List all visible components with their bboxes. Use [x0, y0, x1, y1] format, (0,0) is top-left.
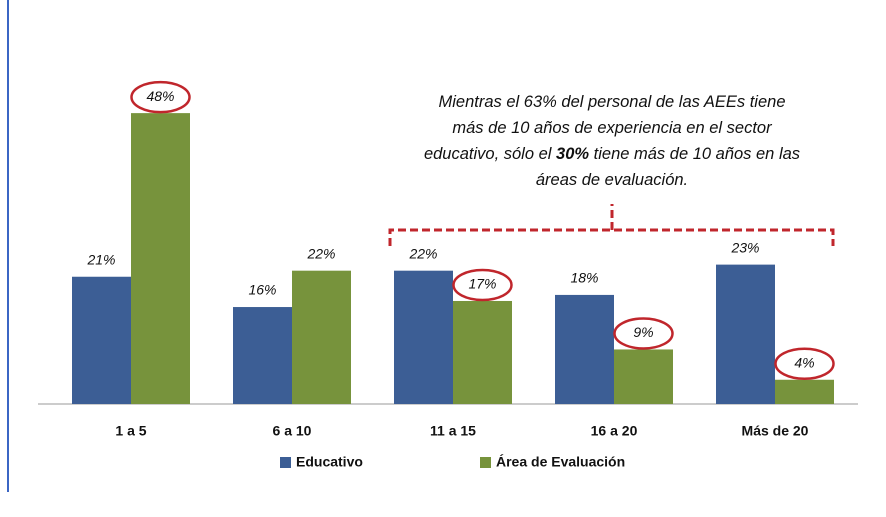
annotation-text: 30% — [556, 145, 589, 163]
value-label: 21% — [86, 251, 115, 267]
legend-label: Área de Evaluación — [496, 454, 625, 470]
bar — [131, 113, 190, 405]
x-tick-label: Más de 20 — [742, 423, 809, 439]
bar — [614, 349, 673, 404]
annotation-text: tiene más de 10 años en las — [589, 145, 800, 163]
highlight-ring — [130, 80, 191, 114]
x-tick-label: 11 a 15 — [430, 423, 476, 439]
value-label: 17% — [468, 276, 496, 292]
bar — [394, 270, 453, 404]
annotation-text: más de 10 años de experiencia en el sect… — [452, 119, 773, 137]
annotation-text: Mientras el 63% del personal de las AEEs… — [439, 93, 786, 111]
bar — [716, 264, 775, 404]
bar — [775, 379, 834, 404]
annotation-line: Mientras el 63% del personal de las AEEs… — [439, 93, 786, 111]
annotation-line: más de 10 años de experiencia en el sect… — [452, 119, 773, 137]
annotation-line: áreas de evaluación. — [536, 171, 688, 189]
value-label: 22% — [306, 245, 335, 261]
value-label: 22% — [408, 245, 437, 261]
bar — [72, 276, 131, 404]
x-tick-label: 1 a 5 — [115, 423, 146, 439]
x-tick-label: 6 a 10 — [273, 423, 312, 439]
value-label: 23% — [730, 239, 759, 255]
highlight-ring — [452, 268, 513, 302]
legend-swatch — [480, 457, 491, 468]
value-label: 4% — [794, 354, 814, 370]
x-tick-label: 16 a 20 — [591, 423, 638, 439]
bracket — [388, 204, 835, 246]
highlight-ring — [613, 317, 674, 350]
bar — [233, 307, 292, 404]
value-label: 16% — [248, 282, 276, 298]
bar — [555, 294, 614, 404]
annotation-line: educativo, sólo el 30% tiene más de 10 a… — [424, 145, 800, 163]
annotation-text: áreas de evaluación. — [536, 171, 688, 189]
legend-swatch — [280, 457, 291, 468]
legend-label: Educativo — [296, 454, 363, 470]
value-label: 9% — [633, 324, 653, 340]
bar — [292, 270, 351, 404]
annotation-text: educativo, sólo el — [424, 145, 556, 163]
bar — [453, 300, 512, 404]
value-label: 18% — [570, 270, 598, 286]
highlight-ring — [774, 347, 835, 381]
value-label: 48% — [146, 88, 174, 104]
